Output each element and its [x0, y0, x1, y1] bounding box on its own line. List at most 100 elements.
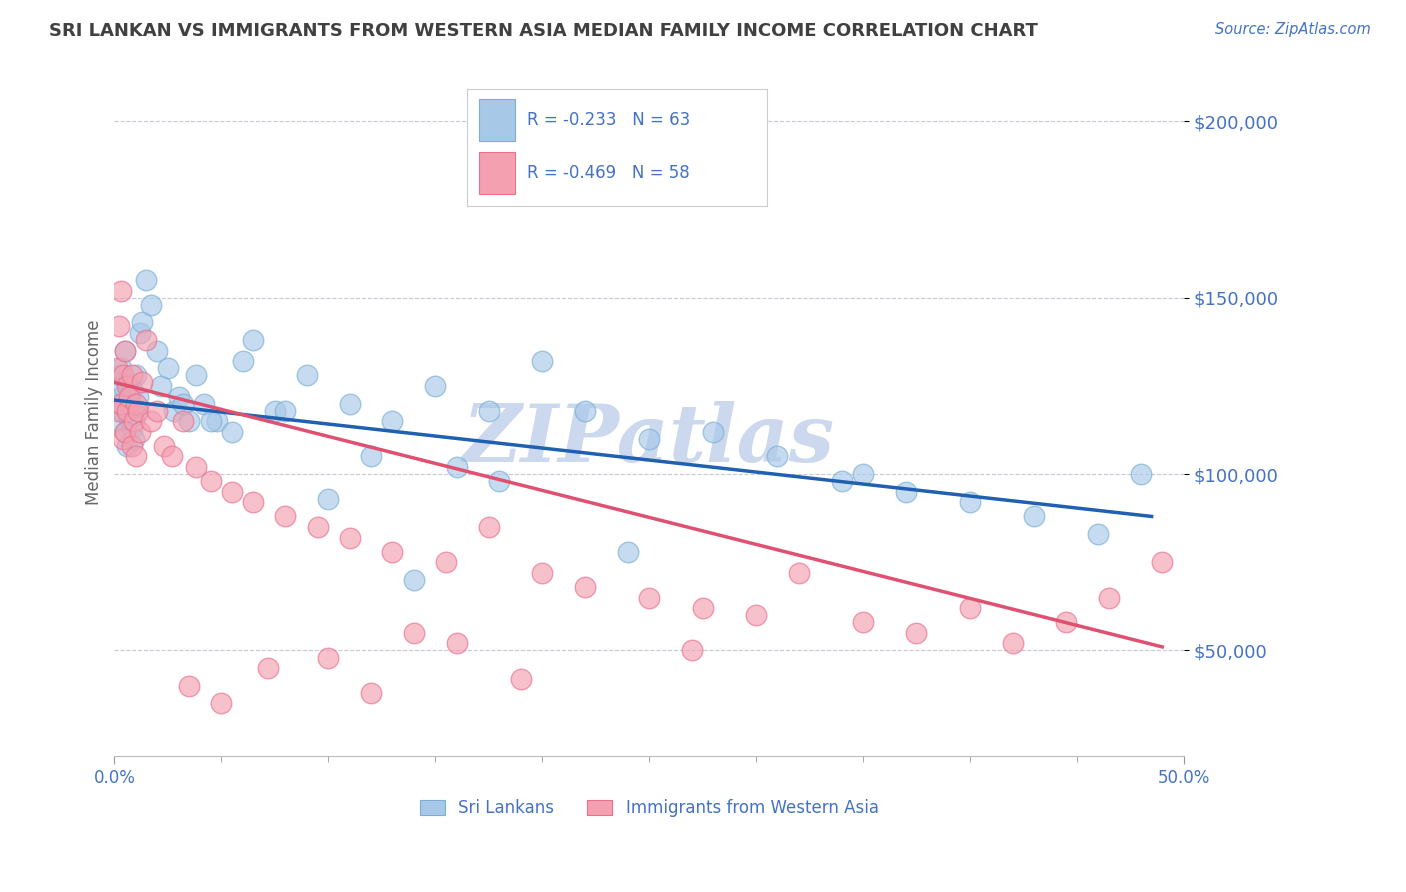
Point — [232, 354, 254, 368]
Point — [360, 450, 382, 464]
Point — [110, 361, 132, 376]
Point — [107, 414, 129, 428]
Point — [135, 273, 157, 287]
Point — [115, 403, 138, 417]
Point — [339, 531, 361, 545]
Point — [242, 333, 264, 347]
Point — [160, 450, 183, 464]
Legend: Sri Lankans, Immigrants from Western Asia: Sri Lankans, Immigrants from Western Asi… — [413, 792, 886, 823]
Point — [274, 403, 297, 417]
Point — [1022, 509, 1045, 524]
Point — [125, 368, 148, 383]
Point — [125, 450, 148, 464]
Point — [531, 566, 554, 580]
Point — [121, 439, 143, 453]
Point — [402, 573, 425, 587]
Point — [105, 396, 128, 410]
Point — [787, 566, 810, 580]
Point — [114, 425, 136, 439]
Point — [135, 333, 157, 347]
Point — [766, 450, 789, 464]
Point — [1001, 636, 1024, 650]
Point — [1129, 467, 1152, 482]
Point — [425, 379, 447, 393]
Point — [131, 315, 153, 329]
Point — [316, 650, 339, 665]
Point — [150, 379, 173, 393]
Point — [531, 354, 554, 368]
Y-axis label: Median Family Income: Median Family Income — [86, 319, 103, 505]
Point — [193, 396, 215, 410]
Point — [488, 474, 510, 488]
Point — [274, 509, 297, 524]
Point — [831, 474, 853, 488]
Point — [184, 368, 207, 383]
Point — [446, 460, 468, 475]
Text: ZIPatlas: ZIPatlas — [463, 401, 835, 479]
Point — [129, 425, 152, 439]
Point — [111, 403, 134, 417]
Point — [894, 484, 917, 499]
Point — [852, 467, 875, 482]
Point — [115, 376, 138, 390]
Point — [1087, 527, 1109, 541]
Point — [200, 474, 222, 488]
Point — [139, 414, 162, 428]
Point — [122, 400, 145, 414]
Point — [107, 403, 129, 417]
Point — [163, 403, 186, 417]
Point — [959, 495, 981, 509]
Point — [118, 390, 141, 404]
Point — [114, 343, 136, 358]
Text: SRI LANKAN VS IMMIGRANTS FROM WESTERN ASIA MEDIAN FAMILY INCOME CORRELATION CHAR: SRI LANKAN VS IMMIGRANTS FROM WESTERN AS… — [49, 22, 1038, 40]
Point — [114, 425, 136, 439]
Point — [115, 379, 138, 393]
Point — [107, 368, 129, 383]
Point — [205, 414, 228, 428]
Point — [339, 396, 361, 410]
Point — [118, 410, 141, 425]
Point — [638, 591, 661, 605]
Point — [381, 545, 404, 559]
Point — [110, 396, 132, 410]
Point — [852, 615, 875, 630]
Point — [110, 390, 132, 404]
Point — [200, 414, 222, 428]
Point — [509, 672, 531, 686]
Point — [221, 425, 243, 439]
Point — [125, 407, 148, 421]
Point — [402, 625, 425, 640]
Point — [307, 520, 329, 534]
Point — [745, 608, 768, 623]
Point — [110, 284, 132, 298]
Point — [118, 396, 141, 410]
Point — [115, 439, 138, 453]
Point — [478, 520, 501, 534]
Point — [146, 343, 169, 358]
Point — [242, 495, 264, 509]
Point — [263, 403, 285, 417]
Point — [131, 376, 153, 390]
Point — [638, 432, 661, 446]
Point — [434, 555, 457, 569]
Point — [692, 601, 714, 615]
Point — [616, 545, 638, 559]
Point — [156, 361, 179, 376]
Point — [122, 414, 145, 428]
Point — [122, 432, 145, 446]
Point — [179, 414, 201, 428]
Point — [221, 484, 243, 499]
Point — [257, 661, 280, 675]
Point — [107, 318, 129, 333]
Point — [209, 697, 232, 711]
Point — [152, 439, 174, 453]
Point — [172, 414, 194, 428]
Point — [1054, 615, 1077, 630]
Point — [111, 379, 134, 393]
Point — [121, 421, 143, 435]
Point — [114, 343, 136, 358]
Point — [179, 679, 201, 693]
Point — [172, 396, 194, 410]
Point — [360, 686, 382, 700]
Point — [295, 368, 318, 383]
